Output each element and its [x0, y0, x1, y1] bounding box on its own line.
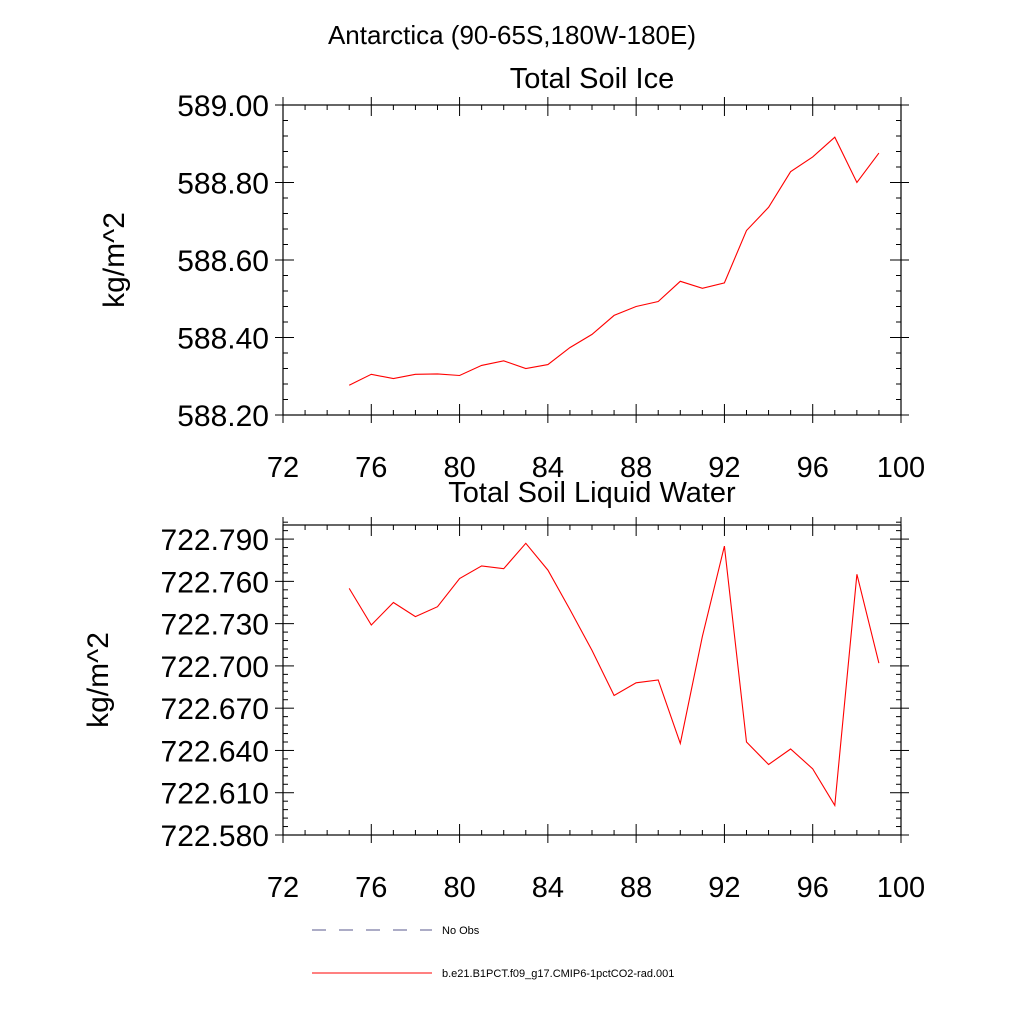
soil-liquid-water-y-tick-label: 722.670 — [161, 693, 269, 726]
soil-liquid-water-y-tick-label: 722.730 — [161, 609, 269, 642]
soil-liquid-water-data-point — [525, 543, 526, 544]
soil-liquid-water-data-point — [856, 574, 857, 575]
legend: No Obs b.e21.B1PCT.f09_g17.CMIP6-1pctCO2… — [312, 925, 674, 980]
soil-ice-x-tick-label: 76 — [355, 452, 387, 484]
soil-liquid-water-data-point — [680, 743, 681, 744]
soil-ice-x-tick-label: 88 — [620, 452, 652, 484]
soil-liquid-water-data-point — [613, 695, 614, 696]
soil-ice-plot-frame — [282, 104, 902, 416]
soil-liquid-water-title: Total Soil Liquid Water — [448, 477, 736, 509]
soil-ice-data-point — [371, 374, 372, 375]
soil-ice-data-point — [393, 378, 394, 379]
soil-liquid-water-x-tick-label: 96 — [797, 872, 829, 904]
soil-ice-data-point — [503, 360, 504, 361]
soil-liquid-water-series-line — [348, 542, 880, 808]
soil-ice-data-point — [746, 230, 747, 231]
soil-liquid-water-x-tick-label: 72 — [267, 872, 299, 904]
soil-liquid-water-x-tick-label: 76 — [355, 872, 387, 904]
region-title: Antarctica (90-65S,180W-180E) — [328, 20, 696, 50]
soil-ice-data-point — [481, 365, 482, 366]
soil-liquid-water-x-tick-label: 92 — [708, 872, 740, 904]
soil-liquid-water-data-point — [768, 764, 769, 765]
soil-liquid-water-x-tick-label: 100 — [877, 872, 925, 904]
soil-liquid-water-data-point — [503, 568, 504, 569]
soil-ice-title: Total Soil Ice — [510, 63, 674, 95]
soil-ice-data-point — [834, 137, 835, 138]
soil-ice-panel: Total Soil Ice kg/m^2 72 76 80 84 88 92 96 100 588… — [98, 63, 925, 484]
soil-ice-data-point — [702, 288, 703, 289]
soil-liquid-water-data-point — [569, 609, 570, 610]
soil-ice-data-point — [878, 152, 879, 153]
soil-liquid-water-y-tick-label: 722.580 — [161, 820, 269, 853]
soil-liquid-water-data-point — [790, 748, 791, 749]
soil-ice-y-axis-label: kg/m^2 — [98, 212, 131, 308]
soil-ice-x-tick-label: 96 — [797, 452, 829, 484]
legend-label-model-run: b.e21.B1PCT.f09_g17.CMIP6-1pctCO2-rad.00… — [442, 968, 674, 980]
soil-liquid-water-data-point — [878, 662, 879, 663]
soil-liquid-water-data-point — [415, 616, 416, 617]
soil-liquid-water-panel: Total Soil Liquid Water kg/m^2 72 76 80 84 88 9… — [82, 477, 925, 904]
soil-liquid-water-data-point — [702, 636, 703, 637]
soil-liquid-water-data-point — [591, 650, 592, 651]
soil-ice-y-tick-label: 588.20 — [177, 400, 269, 433]
soil-liquid-water-data-point — [459, 578, 460, 579]
soil-liquid-water-x-tick-label: 80 — [443, 872, 475, 904]
soil-ice-data-point — [680, 281, 681, 282]
legend-label-no-obs: No Obs — [442, 925, 480, 937]
soil-liquid-water-data-point — [371, 624, 372, 625]
soil-ice-series-line — [348, 136, 880, 386]
soil-liquid-water-y-tick-label: 722.790 — [161, 524, 269, 557]
soil-liquid-water-data-point — [393, 602, 394, 603]
soil-ice-data-point — [459, 375, 460, 376]
soil-liquid-water-x-tick-label: 88 — [620, 872, 652, 904]
soil-ice-data-point — [812, 156, 813, 157]
soil-liquid-water-y-tick-label: 722.610 — [161, 778, 269, 811]
soil-ice-data-point — [724, 282, 725, 283]
soil-ice-x-tick-label: 80 — [443, 452, 475, 484]
soil-ice-x-tick-label: 100 — [877, 452, 925, 484]
soil-liquid-water-data-point — [724, 546, 725, 547]
soil-ice-x-tick-label: 72 — [267, 452, 299, 484]
soil-ice-data-point — [790, 171, 791, 172]
soil-ice-data-point — [613, 315, 614, 316]
soil-ice-data-point — [658, 301, 659, 302]
soil-ice-data-point — [415, 374, 416, 375]
soil-liquid-water-y-tick-label: 722.640 — [161, 735, 269, 768]
soil-ice-y-tick-label: 588.80 — [177, 168, 269, 201]
soil-liquid-water-x-tick-label: 84 — [532, 872, 564, 904]
soil-liquid-water-y-tick-label: 722.700 — [161, 651, 269, 684]
soil-ice-data-point — [547, 364, 548, 365]
soil-ice-data-point — [437, 373, 438, 374]
soil-ice-data-point — [569, 347, 570, 348]
soil-ice-data-point — [525, 368, 526, 369]
soil-liquid-water-data-point — [437, 606, 438, 607]
soil-liquid-water-data-point — [658, 679, 659, 680]
soil-ice-x-tick-label: 92 — [708, 452, 740, 484]
soil-ice-y-tick-label: 588.40 — [177, 323, 269, 356]
soil-liquid-water-data-point — [547, 569, 548, 570]
soil-liquid-water-data-point — [349, 588, 350, 589]
soil-ice-y-tick-label: 588.60 — [177, 245, 269, 278]
soil-ice-data-point — [636, 306, 637, 307]
soil-ice-y-tick-label: 589.00 — [177, 90, 269, 123]
soil-liquid-water-data-point — [834, 805, 835, 806]
soil-ice-x-tick-label: 84 — [532, 452, 564, 484]
soil-liquid-water-y-tick-label: 722.760 — [161, 566, 269, 599]
soil-liquid-water-data-point — [812, 768, 813, 769]
soil-liquid-water-data-point — [746, 741, 747, 742]
soil-ice-data-point — [349, 385, 350, 386]
soil-liquid-water-plot-frame — [282, 524, 902, 836]
soil-ice-data-point — [591, 334, 592, 335]
soil-ice-data-point — [856, 182, 857, 183]
soil-liquid-water-y-axis-label: kg/m^2 — [82, 632, 115, 728]
soil-ice-data-point — [768, 207, 769, 208]
soil-liquid-water-data-point — [481, 565, 482, 566]
soil-liquid-water-data-point — [636, 682, 637, 683]
